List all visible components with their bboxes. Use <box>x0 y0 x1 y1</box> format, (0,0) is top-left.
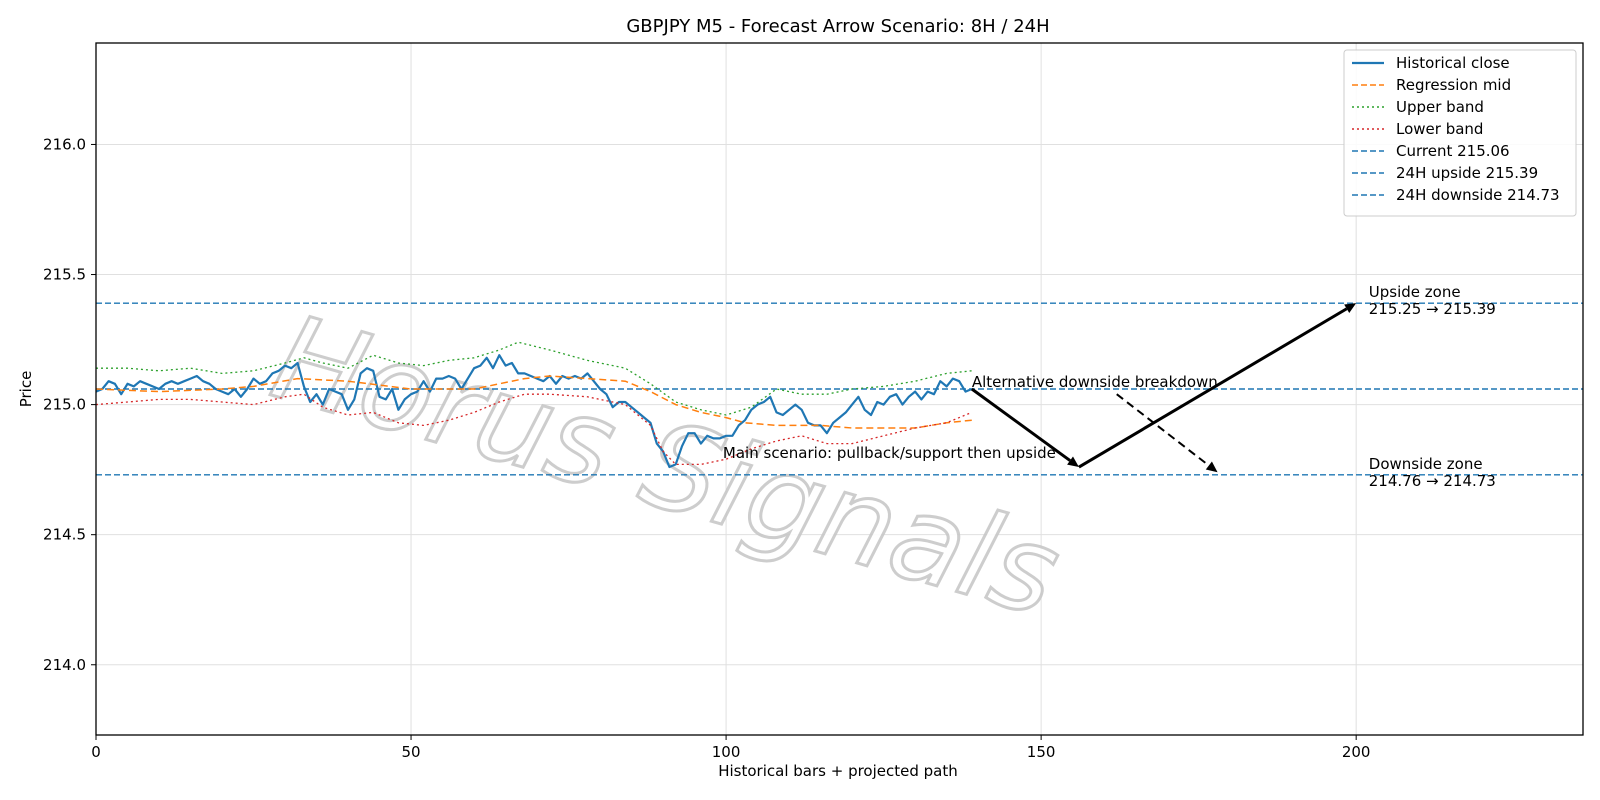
legend-entry-0: Historical close <box>1352 54 1510 72</box>
svg-text:24H downside 214.73: 24H downside 214.73 <box>1396 186 1560 204</box>
annotation-1: Main scenario: pullback/support then ups… <box>723 444 1056 462</box>
annotation-2: Upside zone <box>1369 283 1461 301</box>
chart-title: GBPJPY M5 - Forecast Arrow Scenario: 8H … <box>626 16 1049 37</box>
svg-text:Lower band: Lower band <box>1396 120 1483 138</box>
annotation-4: Downside zone <box>1369 455 1483 473</box>
x-axis-ticks: 0 50 100 150 200 <box>91 735 1370 761</box>
series-line-3 <box>95 393 973 466</box>
legend-box <box>1343 49 1577 217</box>
y-tick-label: 215.0 <box>43 396 86 414</box>
svg-text:Historical close: Historical close <box>1396 54 1510 72</box>
series-line-1 <box>95 375 972 429</box>
annotations: Alternative downside breakdown Main scena… <box>723 283 1496 490</box>
series-lines <box>95 341 973 469</box>
scenario-arrows <box>970 303 1357 473</box>
svg-text:24H upside 215.39: 24H upside 215.39 <box>1396 164 1538 182</box>
svg-text:Upper band: Upper band <box>1396 98 1484 116</box>
plot-frame <box>95 42 1584 736</box>
legend-entry-1: Regression mid <box>1352 76 1511 94</box>
y-tick-label: 214.0 <box>43 656 86 674</box>
y-tick-label: 215.5 <box>43 266 86 284</box>
annotation-5: 214.76 → 214.73 <box>1369 472 1496 490</box>
x-tick-label: 200 <box>1342 743 1371 761</box>
annotation-0: Alternative downside breakdown <box>972 373 1218 391</box>
legend-entry-6: 24H downside 214.73 <box>1352 186 1560 204</box>
svg-text:Regression mid: Regression mid <box>1396 76 1511 94</box>
annotation-3: 215.25 → 215.39 <box>1369 300 1496 318</box>
y-tick-label: 216.0 <box>43 135 86 153</box>
legend-entry-4: Current 215.06 <box>1352 142 1510 160</box>
legend-entry-3: Lower band <box>1352 120 1483 138</box>
x-tick-label: 100 <box>712 743 741 761</box>
y-axis-ticks: 214.0 214.5 215.0 215.5 216.0 <box>43 135 96 674</box>
scenario-arrow-1 <box>1078 303 1357 469</box>
scenario-arrow-2 <box>1116 393 1218 473</box>
y-tick-label: 214.5 <box>43 526 86 544</box>
svg-text:Current 215.06: Current 215.06 <box>1396 142 1510 160</box>
x-tick-label: 150 <box>1027 743 1056 761</box>
horizontal-reference-lines <box>96 302 1583 476</box>
x-tick-label: 50 <box>401 743 420 761</box>
legend-entry-5: 24H upside 215.39 <box>1352 164 1538 182</box>
series-line-2 <box>96 341 972 416</box>
x-axis-label: Historical bars + projected path <box>718 762 958 780</box>
y-axis-label: Price <box>17 371 35 408</box>
x-tick-label: 0 <box>91 743 101 761</box>
legend-entry-2: Upper band <box>1352 98 1484 116</box>
legend: Historical close Regression mid Upper band… <box>1343 49 1577 217</box>
scenario-arrow-0 <box>970 387 1079 468</box>
